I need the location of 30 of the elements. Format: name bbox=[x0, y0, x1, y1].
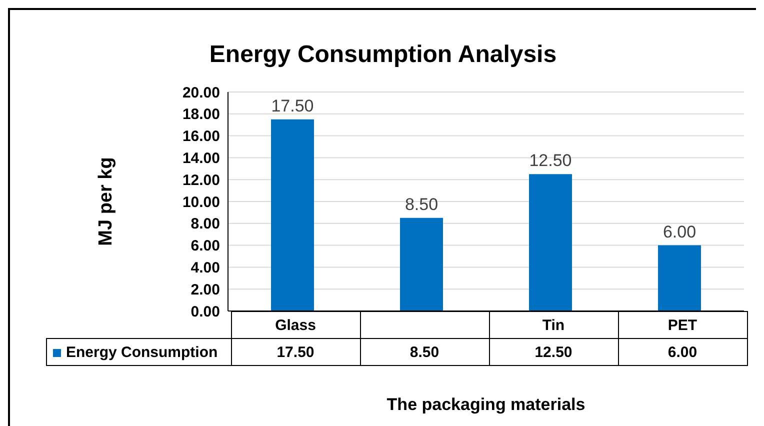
y-tick-label: 2.00 bbox=[190, 281, 220, 298]
text: 12.50 bbox=[529, 151, 572, 170]
x-tick-label: Glass bbox=[231, 312, 360, 338]
x-tick-label: PET bbox=[618, 312, 747, 338]
legend-label: Energy Consumption bbox=[46, 338, 231, 366]
y-tick-label: 20.00 bbox=[182, 84, 220, 102]
bar bbox=[271, 119, 314, 311]
y-axis-title: MJ per kg bbox=[96, 157, 117, 246]
chart-title: Energy Consumption Analysis bbox=[208, 40, 558, 70]
data-label: 8.50 bbox=[360, 338, 489, 366]
text: 6.00 bbox=[662, 222, 696, 242]
y-tick-label: 0.00 bbox=[190, 303, 220, 320]
y-tick-label: 8.00 bbox=[190, 216, 220, 233]
y-tick-label: 6.00 bbox=[190, 238, 220, 255]
x-tick-label: Tin bbox=[489, 312, 618, 338]
y-tick-label: 16.00 bbox=[182, 128, 220, 146]
data-label: 17.50 bbox=[231, 338, 360, 366]
bar bbox=[400, 218, 443, 311]
bar bbox=[529, 174, 572, 311]
y-tick-label: 10.00 bbox=[182, 194, 220, 211]
data-label: 12.50 bbox=[489, 338, 618, 366]
x-axis-title: The packaging materials bbox=[386, 395, 586, 415]
bar bbox=[658, 245, 701, 311]
text: 17.50 bbox=[271, 96, 314, 116]
y-tick-label: 4.00 bbox=[190, 260, 220, 277]
data-label: 6.00 bbox=[618, 338, 747, 366]
y-tick-label: 14.00 bbox=[182, 150, 220, 168]
y-tick-label: 18.00 bbox=[182, 106, 220, 124]
y-tick-label: 12.00 bbox=[182, 172, 220, 189]
text: 8.50 bbox=[404, 194, 438, 214]
